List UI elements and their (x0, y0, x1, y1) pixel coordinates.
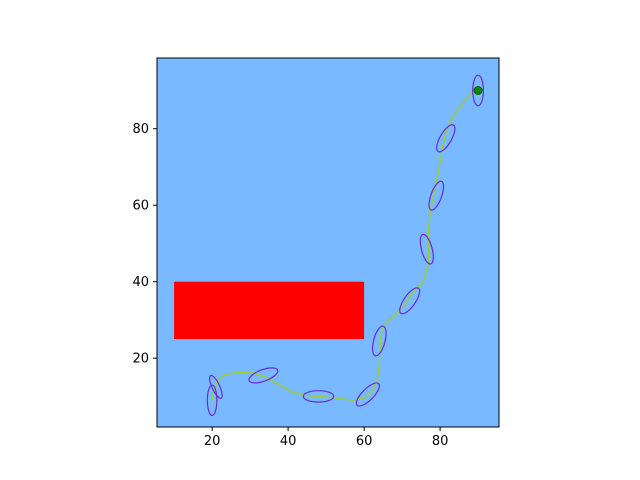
obstacle-rect (174, 281, 365, 340)
uncertainty-ellipse-9 (428, 180, 445, 211)
uncertainty-ellipse-1 (206, 384, 218, 417)
x-tick-label-60: 60 (356, 434, 373, 449)
y-tick-label-80: 80 (132, 122, 149, 137)
goal-marker (473, 86, 483, 96)
uncertainty-ellipse-5 (355, 382, 381, 407)
uncertainty-ellipse-3 (248, 367, 279, 384)
uncertainty-ellipse-7 (399, 287, 421, 315)
x-tick-label-80: 80 (432, 434, 449, 449)
uncertainty-ellipse-4 (302, 390, 335, 403)
y-tick-label-60: 60 (132, 199, 149, 214)
axes-background (157, 58, 499, 427)
x-tick-label-40: 40 (280, 434, 297, 449)
uncertainty-ellipse-2 (209, 374, 223, 399)
axes-frame (156, 57, 500, 428)
y-tick-label-20: 20 (132, 352, 149, 367)
uncertainty-ellipse-8 (419, 233, 434, 265)
uncertainty-ellipse-11 (472, 74, 485, 107)
uncertainty-ellipse-6 (371, 325, 387, 357)
uncertainty-ellipse-10 (436, 124, 456, 153)
y-tick-label-40: 40 (132, 275, 149, 290)
x-tick-label-20: 20 (204, 434, 221, 449)
